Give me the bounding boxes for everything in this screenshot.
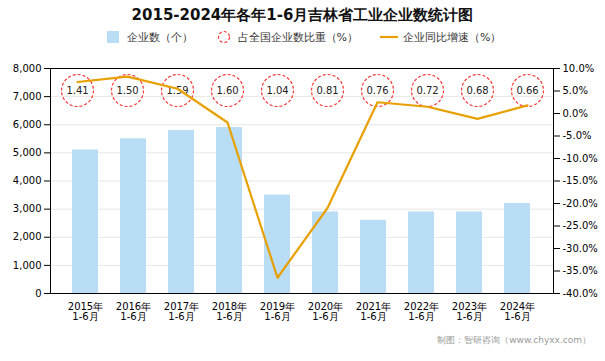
svg-text:6,000: 6,000 xyxy=(13,119,42,130)
svg-text:1.50: 1.50 xyxy=(116,85,138,96)
svg-text:0.0%: 0.0% xyxy=(563,108,588,119)
svg-text:2019年1-6月: 2019年1-6月 xyxy=(260,301,295,322)
html-text:制图：智研咨询（www.chyxx.com）: 制图：智研咨询（www.chyxx.com） xyxy=(437,335,591,345)
svg-text:2021年1-6月: 2021年1-6月 xyxy=(356,301,391,322)
svg-text:7,000: 7,000 xyxy=(13,91,42,102)
svg-text:4,000: 4,000 xyxy=(13,175,42,186)
svg-text:5,000: 5,000 xyxy=(13,147,42,158)
svg-text:-10.0%: -10.0% xyxy=(563,153,598,164)
svg-text:5.0%: 5.0% xyxy=(563,85,588,96)
svg-text:1.60: 1.60 xyxy=(216,85,238,96)
svg-text:2023年1-6月: 2023年1-6月 xyxy=(452,301,487,322)
svg-text:8,000: 8,000 xyxy=(13,63,42,74)
svg-text:-40.0%: -40.0% xyxy=(563,288,598,299)
svg-text:2020年1-6月: 2020年1-6月 xyxy=(308,301,343,322)
html-text:企业数（个）: 企业数（个） xyxy=(126,30,193,44)
svg-text:-35.0%: -35.0% xyxy=(563,265,598,276)
svg-text:1.59: 1.59 xyxy=(166,84,189,96)
svg-text:0.81: 0.81 xyxy=(316,85,338,96)
svg-text:2016年1-6月: 2016年1-6月 xyxy=(116,301,151,322)
html-text:企业同比增速（%）: 企业同比增速（%） xyxy=(403,30,502,44)
svg-text:2022年1-6月: 2022年1-6月 xyxy=(404,301,439,322)
svg-text:-15.0%: -15.0% xyxy=(563,175,598,186)
svg-text:0.72: 0.72 xyxy=(416,85,438,96)
svg-text:-5.0%: -5.0% xyxy=(563,130,592,141)
svg-text:1,000: 1,000 xyxy=(13,260,42,271)
html-text:占全国企业数比重（%）: 占全国企业数比重（%） xyxy=(237,30,358,44)
svg-text:2017年1-6月: 2017年1-6月 xyxy=(164,301,199,322)
svg-text:1.04: 1.04 xyxy=(266,85,288,96)
svg-text:0.66: 0.66 xyxy=(516,85,538,96)
svg-text:0.76: 0.76 xyxy=(366,85,388,96)
svg-text:3,000: 3,000 xyxy=(13,203,42,214)
svg-text:0: 0 xyxy=(35,288,41,299)
svg-text:2024年1-6月: 2024年1-6月 xyxy=(500,301,535,322)
svg-text:-20.0%: -20.0% xyxy=(563,198,598,209)
svg-text:-30.0%: -30.0% xyxy=(563,243,598,254)
html-text:2015-2024年各年1-6月吉林省工业企业数统计图: 2015-2024年各年1-6月吉林省工业企业数统计图 xyxy=(131,6,474,24)
svg-text:2,000: 2,000 xyxy=(13,231,42,242)
svg-text:10.0%: 10.0% xyxy=(563,63,595,74)
svg-text:2018年1-6月: 2018年1-6月 xyxy=(212,301,247,322)
svg-text:0.68: 0.68 xyxy=(466,85,488,96)
svg-text:2015年1-6月: 2015年1-6月 xyxy=(68,301,103,322)
svg-text:-25.0%: -25.0% xyxy=(563,220,598,231)
svg-text:1.41: 1.41 xyxy=(66,85,88,96)
